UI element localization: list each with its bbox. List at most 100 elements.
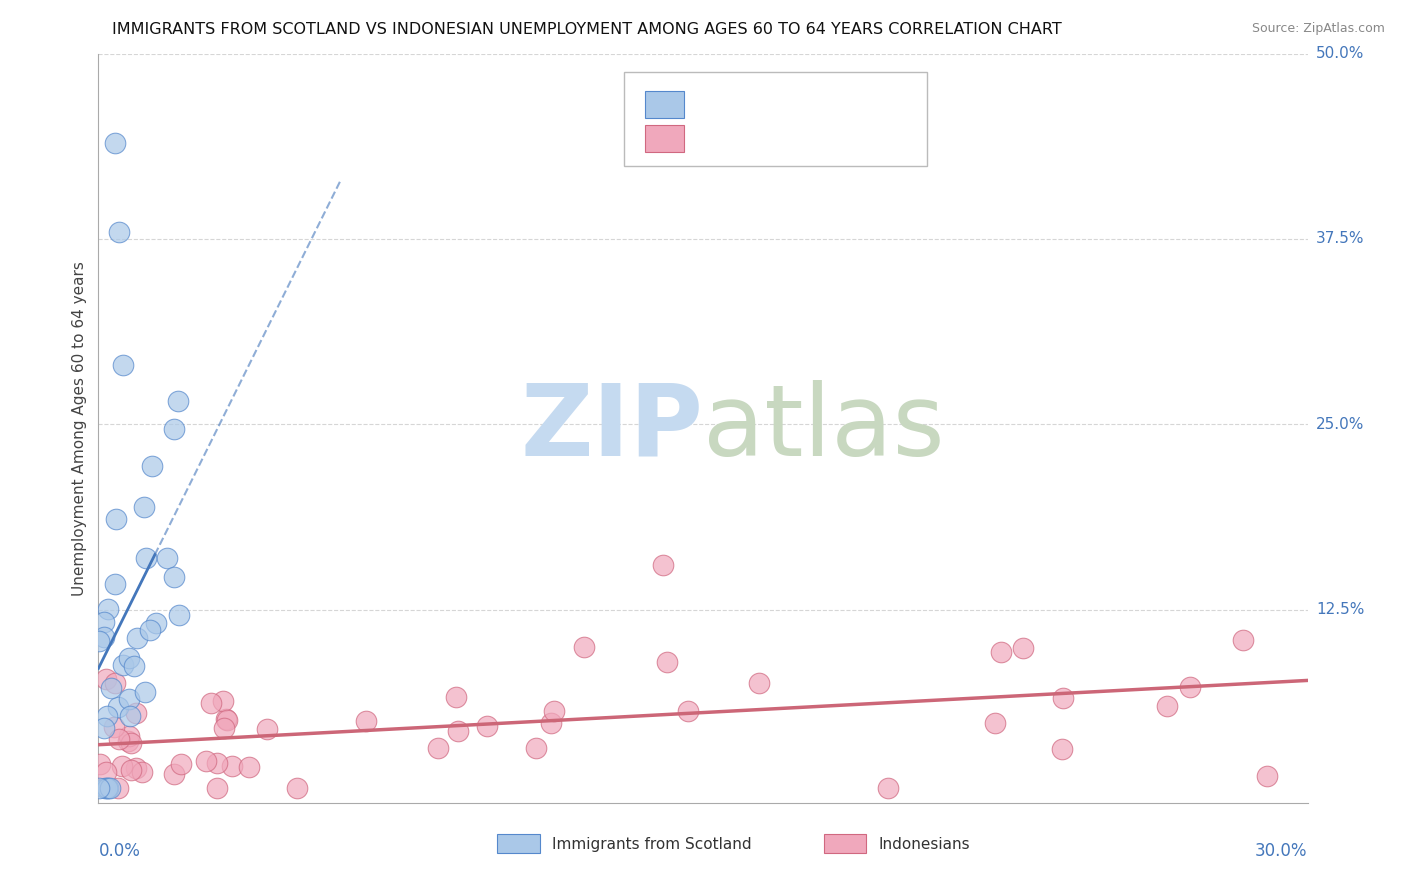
Point <box>108 731 131 746</box>
Point <box>543 704 565 718</box>
Point <box>540 716 562 731</box>
Point <box>215 712 238 726</box>
Point <box>1052 691 1074 706</box>
FancyBboxPatch shape <box>498 834 540 853</box>
Point <box>1256 769 1278 783</box>
Point <box>127 631 149 645</box>
Point <box>145 615 167 630</box>
Point <box>107 780 129 795</box>
Point <box>97 780 120 795</box>
Point <box>163 766 186 780</box>
Text: 0.0%: 0.0% <box>98 842 141 860</box>
Point <box>103 136 125 150</box>
Point <box>1050 742 1073 756</box>
Point <box>125 761 148 775</box>
Point <box>990 645 1012 659</box>
Point <box>124 658 146 673</box>
Text: Source: ZipAtlas.com: Source: ZipAtlas.com <box>1251 22 1385 36</box>
FancyBboxPatch shape <box>645 126 683 153</box>
Text: atlas: atlas <box>703 380 945 476</box>
Point <box>96 780 118 795</box>
Point <box>107 225 129 239</box>
Point <box>120 736 142 750</box>
Text: R = 0.461    N = 35: R = 0.461 N = 35 <box>697 95 859 113</box>
Point <box>256 723 278 737</box>
Point <box>984 715 1007 730</box>
Point <box>447 723 470 738</box>
Text: 50.0%: 50.0% <box>1316 46 1364 61</box>
Point <box>89 634 111 648</box>
Point <box>111 657 134 672</box>
Point <box>118 651 141 665</box>
Point <box>105 512 128 526</box>
Point <box>748 675 770 690</box>
Point <box>427 740 450 755</box>
Point <box>104 675 127 690</box>
Point <box>167 608 190 623</box>
Point <box>444 690 467 704</box>
Point <box>94 765 117 780</box>
Text: R = 0.126    N = 52: R = 0.126 N = 52 <box>697 130 859 148</box>
Point <box>207 756 229 770</box>
FancyBboxPatch shape <box>645 91 683 118</box>
Point <box>138 623 160 637</box>
Point <box>111 358 134 372</box>
Point <box>1232 632 1254 647</box>
Point <box>132 500 155 514</box>
Point <box>118 709 141 723</box>
FancyBboxPatch shape <box>824 834 866 853</box>
Point <box>163 422 186 436</box>
Point <box>93 721 115 735</box>
Point <box>103 720 125 734</box>
Point <box>676 704 699 718</box>
Point <box>524 741 547 756</box>
Text: ZIP: ZIP <box>520 380 703 476</box>
Point <box>212 721 235 735</box>
Point <box>651 558 673 573</box>
Point <box>1156 698 1178 713</box>
Point <box>287 780 309 795</box>
Point <box>135 550 157 565</box>
Point <box>475 719 498 733</box>
Point <box>94 780 117 795</box>
Point <box>141 458 163 473</box>
Point <box>111 759 134 773</box>
Point <box>195 755 218 769</box>
FancyBboxPatch shape <box>624 72 927 166</box>
Point <box>94 672 117 686</box>
Point <box>221 759 243 773</box>
Point <box>120 763 142 777</box>
Point <box>876 780 898 795</box>
Point <box>572 640 595 654</box>
Point <box>96 709 118 723</box>
Point <box>212 694 235 708</box>
Point <box>217 713 239 727</box>
Point <box>118 729 141 743</box>
Point <box>125 706 148 721</box>
Text: IMMIGRANTS FROM SCOTLAND VS INDONESIAN UNEMPLOYMENT AMONG AGES 60 TO 64 YEARS CO: IMMIGRANTS FROM SCOTLAND VS INDONESIAN U… <box>112 22 1062 37</box>
Point <box>356 714 378 728</box>
Point <box>167 393 190 408</box>
Point <box>131 764 153 779</box>
Point <box>100 681 122 695</box>
Point <box>1011 641 1033 656</box>
Text: Immigrants from Scotland: Immigrants from Scotland <box>551 837 751 852</box>
Point <box>200 697 222 711</box>
Point <box>118 692 141 706</box>
Text: 12.5%: 12.5% <box>1316 602 1364 617</box>
Point <box>207 780 229 795</box>
Text: 30.0%: 30.0% <box>1256 842 1308 860</box>
Text: 25.0%: 25.0% <box>1316 417 1364 432</box>
Point <box>655 655 678 669</box>
Point <box>107 700 129 714</box>
Point <box>93 615 115 629</box>
Text: 37.5%: 37.5% <box>1316 232 1364 246</box>
Point <box>104 577 127 591</box>
Point <box>93 630 115 644</box>
Point <box>97 602 120 616</box>
Point <box>1178 680 1201 694</box>
Point <box>156 550 179 565</box>
Point <box>98 780 121 795</box>
Point <box>89 757 111 772</box>
Point <box>134 685 156 699</box>
